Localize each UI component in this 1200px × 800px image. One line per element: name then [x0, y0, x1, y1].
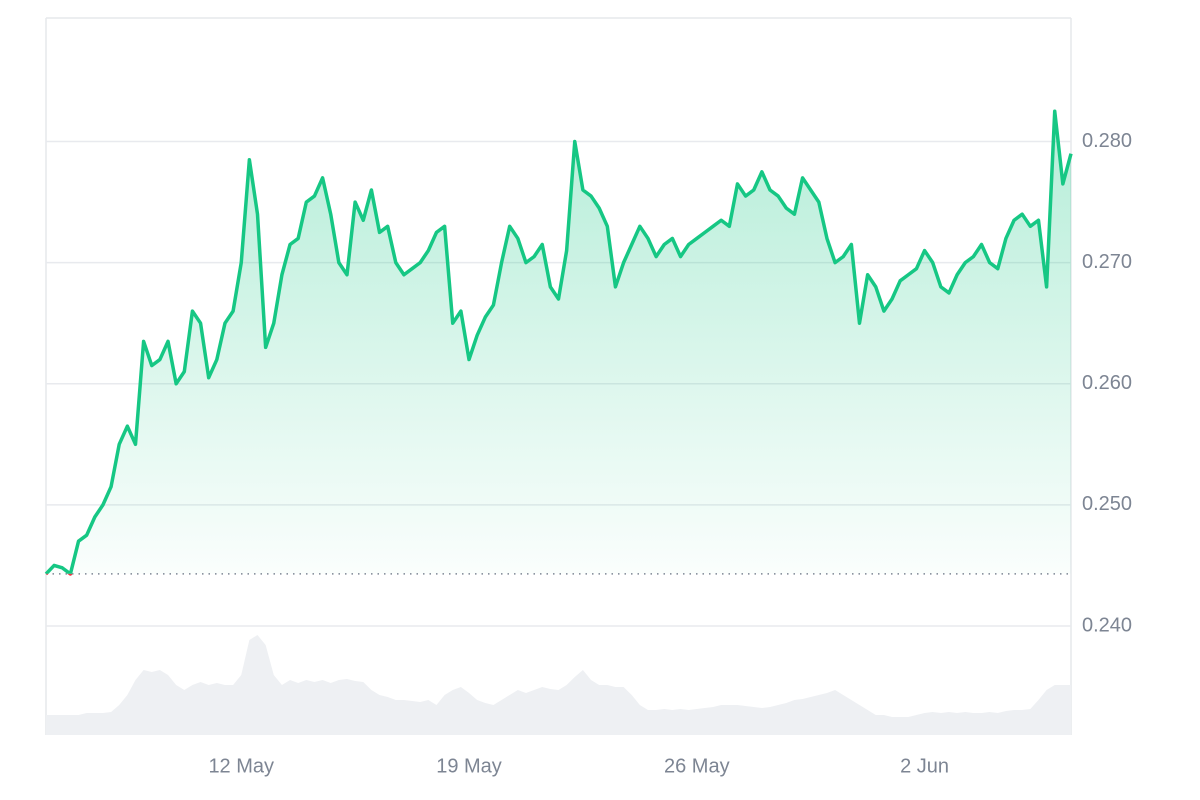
volume-area: [46, 635, 1071, 735]
y-tick-label: 0.250: [1082, 493, 1132, 515]
x-tick-label: 19 May: [436, 755, 502, 777]
y-tick-label: 0.260: [1082, 372, 1132, 394]
x-tick-label: 12 May: [208, 755, 274, 777]
x-tick-label: 2 Jun: [900, 755, 949, 777]
x-tick-label: 26 May: [664, 755, 730, 777]
y-tick-label: 0.270: [1082, 251, 1132, 273]
price-line: [44, 109, 1073, 574]
price-area: [46, 111, 1071, 574]
y-tick-label: 0.280: [1082, 130, 1132, 152]
y-tick-label: 0.240: [1082, 614, 1132, 636]
